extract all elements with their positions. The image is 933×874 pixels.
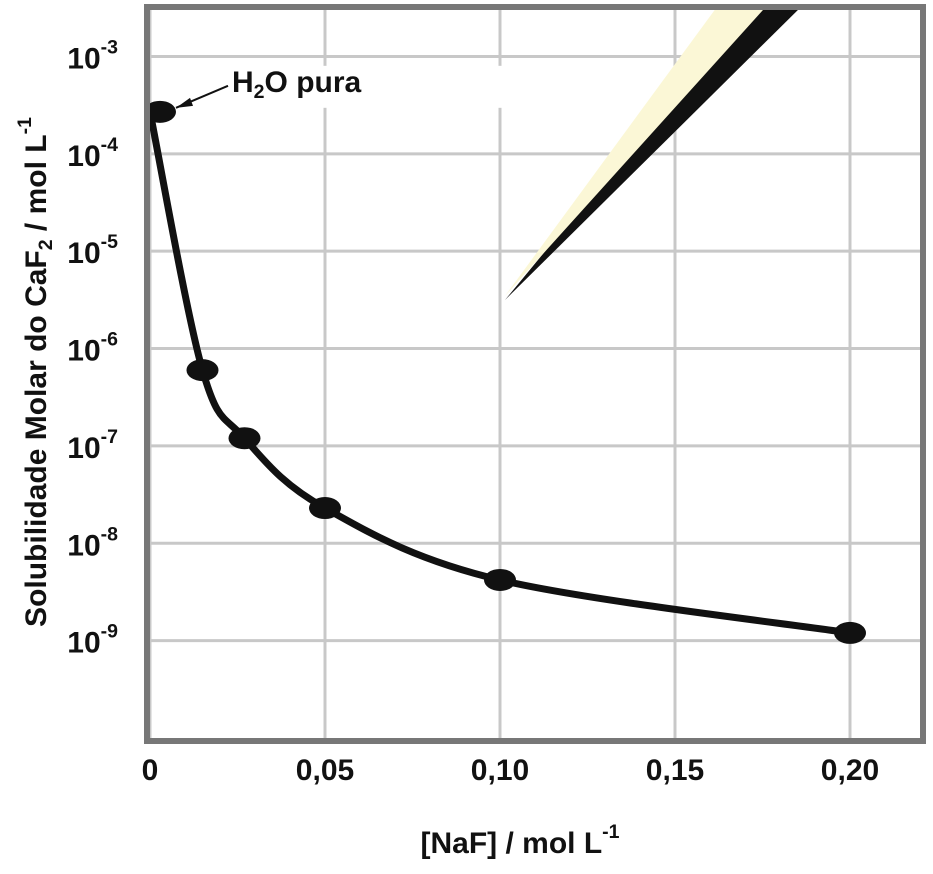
point	[484, 568, 516, 591]
point	[228, 427, 261, 450]
plot-area	[150, 10, 920, 738]
annotation-arrowhead	[176, 97, 193, 108]
y-axis-label: Solubilidade Molar do CaF2 / mol L-1	[14, 117, 57, 627]
point	[834, 621, 866, 644]
y-tick-label: 10-7	[67, 426, 118, 465]
point	[186, 359, 219, 382]
y-tick-label: 10-5	[67, 231, 118, 270]
pipette-body	[505, 10, 763, 296]
y-tick-label: 10-8	[67, 523, 118, 562]
x-axis-label: [NaF] / mol L-1	[421, 821, 620, 860]
point	[144, 100, 176, 123]
annotation: H2O pura	[232, 66, 362, 103]
x-tick-label: 0,05	[296, 754, 354, 787]
annotation-bg	[226, 65, 586, 108]
x-tick-label: 0,20	[821, 754, 879, 787]
pipette	[505, 10, 798, 300]
frame	[144, 4, 926, 744]
y-tick-label: 10-4	[67, 134, 118, 173]
point	[309, 497, 341, 520]
x-tick-label: 0,10	[471, 754, 529, 787]
curve	[146, 111, 851, 637]
y-tick-label: 10-6	[67, 329, 118, 368]
pipette-edge	[505, 10, 798, 300]
x-tick-label: 0	[142, 754, 159, 787]
y-tick-label: 10-9	[67, 621, 118, 660]
x-tick-label: 0,15	[646, 754, 704, 787]
y-tick-label: 10-3	[67, 37, 118, 76]
marks	[144, 100, 866, 644]
